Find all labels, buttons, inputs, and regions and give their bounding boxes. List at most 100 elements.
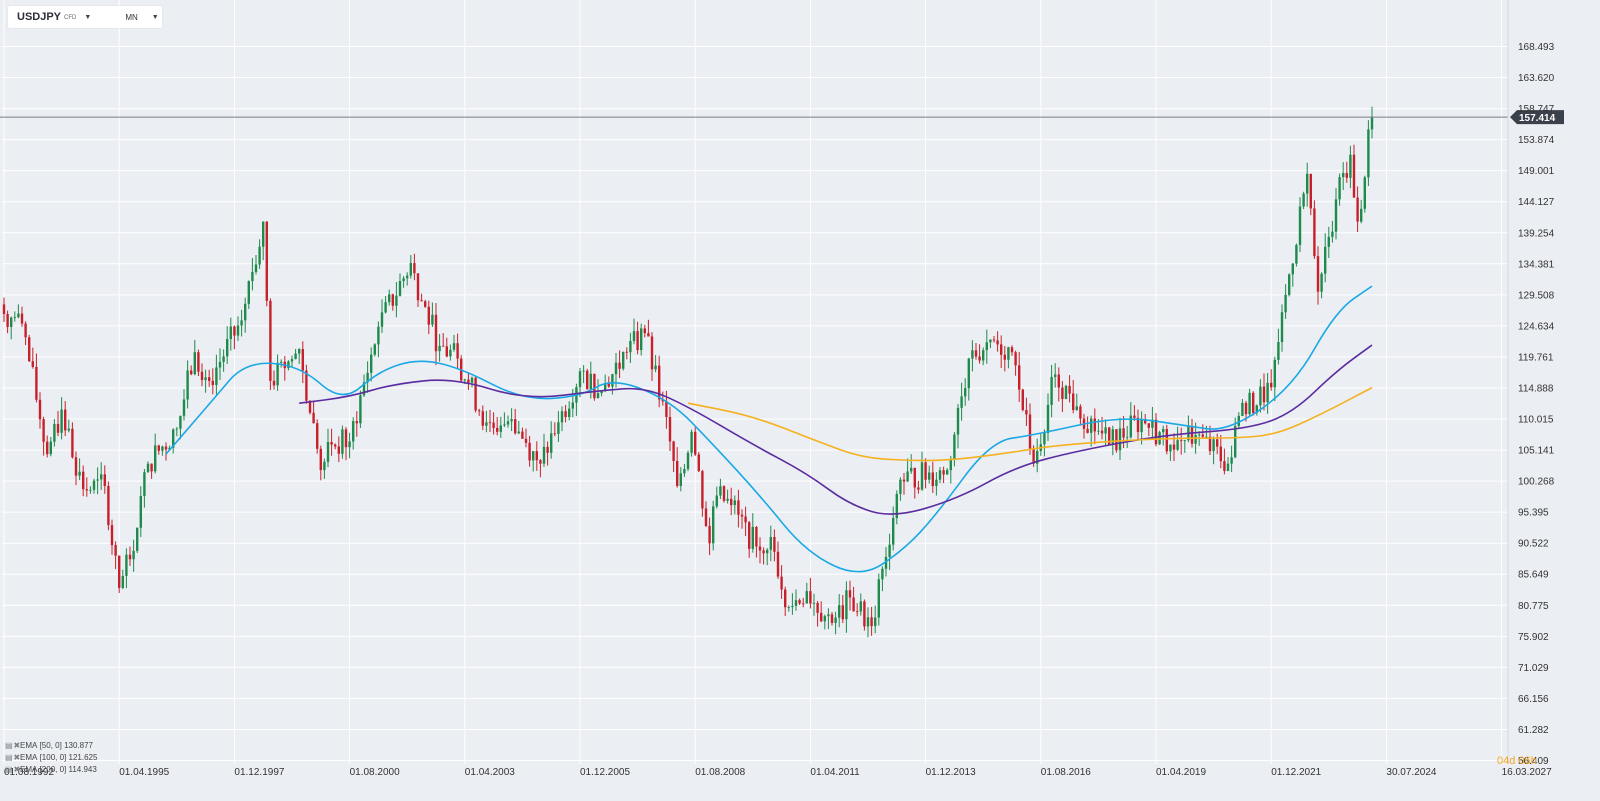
candle-body — [787, 607, 790, 608]
grid-layer — [2, 0, 1508, 764]
candle-body — [755, 526, 758, 547]
settings-close-icon[interactable]: ▤✖ — [5, 752, 22, 762]
settings-close-icon[interactable]: ▤✖ — [5, 764, 22, 774]
candle-body — [737, 500, 740, 515]
candle-body — [924, 462, 927, 480]
countdown-days: 04 — [1497, 755, 1510, 767]
x-tick-label: 01.08.2016 — [1041, 767, 1091, 778]
candle-body — [1216, 439, 1219, 447]
candle-body — [1129, 415, 1132, 438]
candle-body — [946, 470, 949, 475]
candle-body — [1277, 341, 1280, 360]
symbol-selector[interactable]: USDJPY CFD ▼ MN ▼ — [8, 6, 162, 28]
candle-body — [377, 326, 380, 345]
candle-body — [1208, 436, 1212, 452]
candle-body — [802, 603, 805, 605]
candle-body — [1018, 365, 1021, 390]
candle-body — [715, 495, 718, 507]
candle-body — [71, 428, 74, 458]
candle-body — [607, 383, 610, 387]
candle-body — [96, 479, 99, 481]
candle-body — [1342, 173, 1345, 178]
indicator-row[interactable]: ▤✖ EMA [100, 0] 121.625 — [5, 751, 97, 763]
candle-body — [762, 550, 765, 554]
x-tick-label: 01.08.1992 — [4, 767, 54, 778]
candle-body — [341, 429, 344, 454]
candle-body — [708, 525, 711, 544]
candle-body — [546, 446, 549, 453]
candle-body — [182, 399, 186, 416]
candle-body — [488, 422, 492, 424]
candle-body — [902, 479, 906, 482]
candle-body — [42, 419, 45, 442]
candle-body — [1169, 444, 1172, 452]
candle-body — [528, 442, 531, 461]
candle-body — [1154, 419, 1158, 445]
candle-body — [139, 495, 142, 528]
candle-body — [35, 366, 38, 400]
candle-body — [13, 317, 16, 318]
candle-body — [661, 399, 664, 402]
candle-body — [596, 393, 600, 399]
countdown-days-unit: d — [1509, 755, 1516, 767]
x-tick-label: 16.03.2027 — [1502, 767, 1552, 778]
caret-down-icon[interactable]: ▼ — [84, 13, 92, 21]
candle-body — [773, 536, 776, 552]
candle-body — [712, 506, 715, 544]
timeframe-label[interactable]: MN — [125, 12, 138, 22]
countdown-hours-unit: h — [1530, 755, 1537, 767]
indicator-value: 121.625 — [68, 752, 98, 762]
y-tick-label: 61.282 — [1518, 725, 1549, 736]
candle-body — [222, 356, 225, 362]
y-tick-label: 139.254 — [1518, 228, 1555, 239]
indicator-row[interactable]: ▤✖ EMA [50, 0] 130.877 — [5, 739, 97, 751]
indicator-value: 114.943 — [68, 764, 97, 774]
candle-body — [110, 525, 114, 546]
candle-body — [668, 417, 672, 442]
candle-body — [784, 589, 787, 608]
candle-body — [694, 431, 697, 455]
y-tick-label: 75.902 — [1518, 632, 1549, 643]
x-tick-label: 30.07.2024 — [1386, 767, 1436, 778]
x-tick-label: 01.08.2000 — [350, 767, 400, 778]
candle-body — [1090, 418, 1093, 433]
caret-down-icon[interactable]: ▼ — [151, 13, 159, 21]
candle-body — [56, 424, 60, 433]
candle-body — [1100, 430, 1104, 434]
candle-body — [218, 361, 222, 368]
candle-body — [971, 350, 974, 359]
candle-body — [474, 377, 477, 411]
candle-body — [989, 339, 992, 343]
current-price-tag — [1510, 110, 1564, 125]
indicator-row[interactable]: ▤✖ EMA [200, 0] 114.943 — [5, 763, 97, 775]
candle-body — [1349, 154, 1352, 178]
candle-body — [676, 460, 679, 487]
candle-body — [586, 370, 589, 390]
candle-body — [564, 411, 567, 418]
candle-body — [521, 431, 524, 439]
candle-body — [1194, 435, 1197, 444]
candle-body — [28, 337, 31, 362]
candle-body — [316, 423, 319, 449]
candle-body — [845, 590, 848, 620]
candle-body — [906, 471, 909, 482]
candle-body — [121, 575, 124, 588]
candle-body — [24, 323, 27, 338]
candle-body — [830, 614, 834, 623]
candle-body — [647, 333, 650, 337]
candle-body — [1126, 437, 1129, 439]
candle-body — [373, 344, 376, 355]
candle-body — [1327, 236, 1330, 247]
settings-close-icon[interactable]: ▤✖ — [5, 740, 22, 750]
candle-body — [557, 422, 560, 434]
candle-body — [499, 425, 502, 432]
indicator-params: [50, 0] — [39, 740, 62, 750]
candle-body — [625, 351, 628, 353]
candle-body — [1075, 406, 1078, 410]
candle-body — [1104, 427, 1107, 434]
candle-body — [10, 317, 13, 327]
candle-body — [168, 447, 171, 450]
candle-body — [60, 409, 63, 433]
candle-body — [337, 446, 340, 454]
